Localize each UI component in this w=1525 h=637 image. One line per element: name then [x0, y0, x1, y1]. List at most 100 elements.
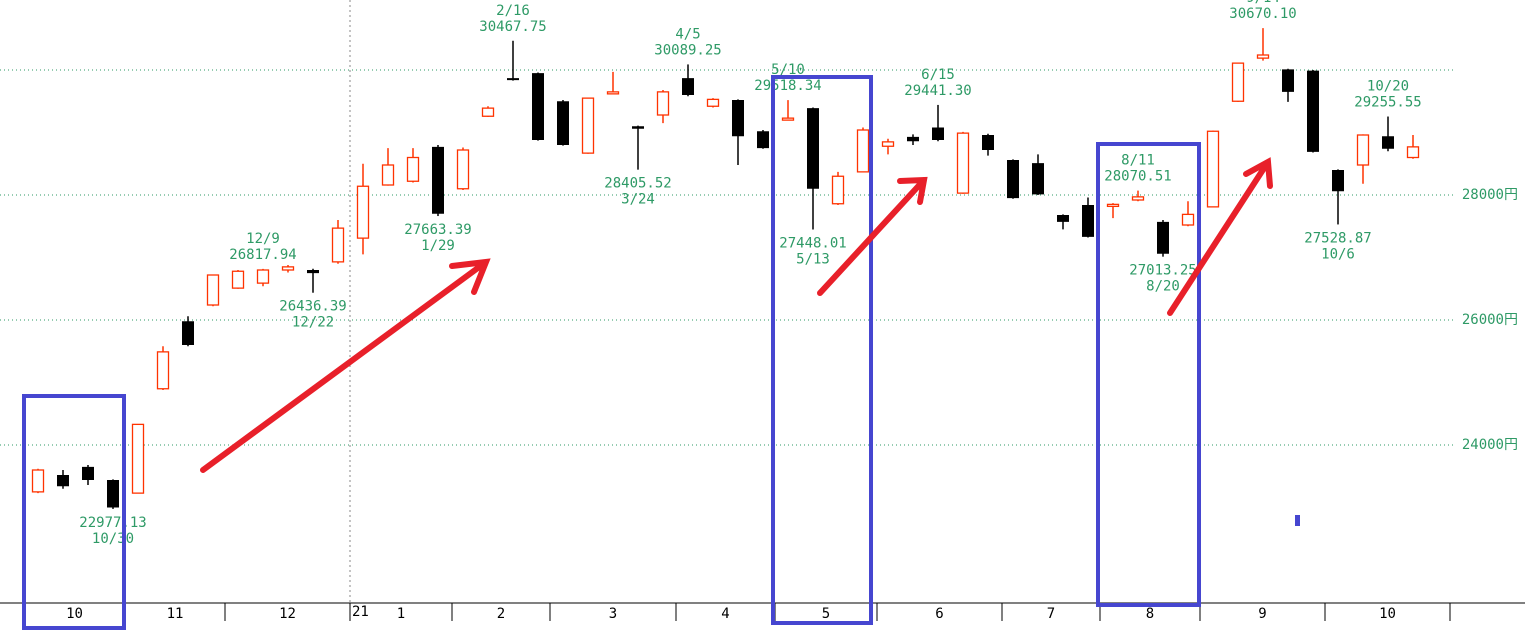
annotation-date: 10/6 — [1321, 246, 1355, 262]
x-tick-label: 5 — [822, 606, 830, 622]
annotation-date: 5/10 — [771, 62, 805, 78]
annotation-value: 27663.39 — [404, 222, 471, 238]
candle-body — [1106, 203, 1120, 208]
annotation-value: 28405.52 — [604, 176, 671, 192]
annotation-value: 27528.87 — [1304, 230, 1371, 246]
candle-body — [1082, 205, 1094, 237]
candle-body — [781, 117, 795, 121]
candle-body — [356, 185, 370, 239]
annotation-value: 26436.39 — [279, 299, 346, 315]
candle-body — [381, 164, 395, 186]
year-label: 21 — [352, 604, 369, 620]
candle-body — [1007, 160, 1019, 199]
annotation-value: 27013.25 — [1129, 263, 1196, 279]
arrow — [1167, 157, 1273, 316]
candle-body — [1382, 136, 1394, 149]
highlight-box — [1096, 142, 1201, 607]
x-tick-label: 2 — [497, 606, 505, 622]
arrow — [200, 258, 491, 473]
candle-body — [1282, 69, 1294, 92]
annotation-value: 28070.51 — [1104, 169, 1171, 185]
x-tick-label: 9 — [1258, 606, 1266, 622]
annotation-date: 10/20 — [1367, 79, 1409, 95]
candle-body — [307, 270, 319, 274]
candle-body — [507, 78, 519, 81]
candle-body — [1032, 163, 1044, 195]
annotation-date: 8/20 — [1146, 279, 1180, 295]
candle-body — [231, 270, 245, 289]
candle-body — [656, 91, 670, 116]
annotation-value: 27448.01 — [779, 235, 846, 251]
candle-body — [757, 131, 769, 149]
annotation-date: 9/14 — [1246, 0, 1280, 6]
candle-body — [1231, 62, 1245, 102]
annotation-date: 10/30 — [92, 531, 134, 547]
arrows — [200, 157, 1273, 473]
candle-body — [456, 149, 470, 190]
candle-body — [432, 146, 444, 214]
candle-body — [1256, 54, 1270, 59]
annotation-date: 8/11 — [1121, 153, 1155, 169]
candle-body — [57, 475, 69, 487]
x-tick-label: 10 — [1379, 606, 1396, 622]
candle-body — [856, 129, 870, 173]
candle-body — [1406, 146, 1420, 159]
x-tick-label: 10 — [66, 606, 83, 622]
x-tick-label: 7 — [1047, 606, 1055, 622]
candle-body — [281, 266, 295, 271]
candle-body — [682, 78, 694, 95]
candle-body — [1157, 221, 1169, 254]
marker — [1295, 515, 1300, 526]
candle-body — [532, 73, 544, 140]
candle-body — [1057, 215, 1069, 222]
annotation-date: 2/16 — [496, 3, 530, 19]
candle-body — [807, 108, 819, 189]
candle-body — [581, 97, 595, 154]
y-tick-label: 24000円 — [1462, 437, 1518, 453]
candle-body — [831, 175, 845, 205]
highlight-box — [771, 75, 873, 625]
candle-body — [82, 466, 94, 480]
candle-body — [481, 107, 495, 117]
candle-body — [182, 321, 194, 345]
candle-body — [881, 141, 895, 147]
annotation-value: 30467.75 — [479, 19, 546, 35]
candle-body — [156, 351, 170, 390]
candle-body — [557, 101, 569, 145]
candle-body — [1332, 170, 1344, 192]
candle-body — [932, 127, 944, 140]
x-tick-label: 3 — [609, 606, 617, 622]
x-tick-label: 12 — [279, 606, 296, 622]
y-tick-label: 28000円 — [1462, 187, 1518, 203]
annotation-value: 29255.55 — [1354, 95, 1421, 111]
annotation-date: 3/24 — [621, 192, 655, 208]
annotation-value: 30670.10 — [1229, 6, 1296, 22]
annotation-value: 22977.13 — [79, 515, 146, 531]
candle-body — [107, 480, 119, 508]
candle-body — [331, 227, 345, 263]
annotation-value: 30089.25 — [654, 42, 721, 58]
candle-body — [131, 423, 145, 494]
candle-body — [732, 100, 744, 137]
candle-body — [706, 98, 720, 107]
x-tick-label: 1 — [397, 606, 405, 622]
candle-body — [982, 135, 994, 150]
candle-body — [632, 126, 644, 129]
candle-body — [406, 156, 420, 182]
annotation-value: 29518.34 — [754, 78, 821, 94]
annotation-value: 29441.30 — [904, 83, 971, 99]
x-tick-label: 8 — [1146, 606, 1154, 622]
candle-body — [31, 469, 45, 493]
candle-body — [1206, 130, 1220, 208]
highlight-boxes — [22, 75, 1201, 630]
highlight-box — [22, 394, 126, 630]
candle-body — [1131, 196, 1145, 201]
candle-body — [606, 91, 620, 95]
annotation-date: 12/22 — [292, 315, 334, 331]
plot: 24000円26000円28000円22977.1310/3012/926817… — [0, 0, 1518, 622]
candle-body — [1181, 213, 1195, 226]
y-tick-label: 26000円 — [1462, 312, 1518, 328]
annotation-date: 1/29 — [421, 238, 455, 254]
x-tick-label: 6 — [935, 606, 943, 622]
